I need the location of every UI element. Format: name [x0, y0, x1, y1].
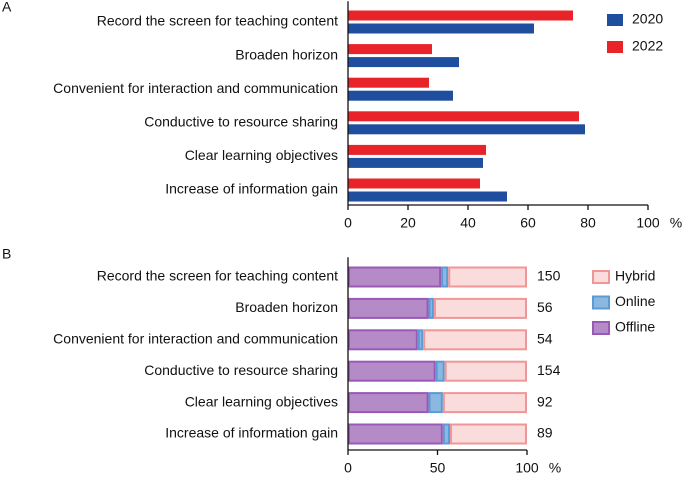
- bar-segment: [417, 329, 424, 351]
- category-label: Convenient for interaction and communica…: [53, 80, 338, 96]
- legend-label: 2022: [632, 38, 663, 54]
- category-label: Record the screen for teaching content: [97, 13, 338, 29]
- bar: [348, 144, 486, 155]
- bar: [348, 44, 432, 55]
- bar-segment: [433, 297, 528, 319]
- x-axis-label: %: [670, 215, 682, 231]
- legend-swatch: [592, 270, 610, 284]
- bar-segment: [348, 266, 442, 288]
- category-label: Increase of information gain: [165, 181, 338, 197]
- total-label: 92: [537, 393, 553, 409]
- legend-swatch: [607, 14, 623, 26]
- bar-segment: [448, 266, 527, 288]
- bar-segment: [442, 392, 527, 414]
- legend-label: Hybrid: [615, 268, 655, 284]
- bar-segment: [444, 360, 527, 382]
- bar: [348, 191, 507, 202]
- legend-label: 2020: [632, 11, 663, 27]
- bar: [348, 77, 429, 88]
- x-tick-label: 80: [580, 215, 596, 231]
- category-label: Broaden horizon: [235, 46, 338, 62]
- bar-segment: [428, 392, 443, 414]
- legend-label: Offline: [615, 319, 655, 335]
- bar: [348, 90, 453, 101]
- total-label: 150: [537, 268, 561, 284]
- bar-segment: [435, 360, 445, 382]
- legend-swatch: [592, 321, 610, 335]
- category-label: Conductive to resource sharing: [144, 114, 338, 130]
- x-tick-label: 100: [636, 215, 660, 231]
- total-label: 54: [537, 331, 553, 347]
- x-tick-label: 20: [400, 215, 416, 231]
- bar-segment: [423, 329, 527, 351]
- category-label: Clear learning objectives: [185, 147, 338, 163]
- bar: [348, 57, 459, 68]
- x-tick-label: 50: [430, 460, 446, 476]
- total-label: 154: [537, 362, 561, 378]
- legend-label: Online: [615, 293, 656, 309]
- bar: [348, 111, 579, 122]
- bar-segment: [348, 392, 429, 414]
- category-label: Broaden horizon: [235, 299, 338, 315]
- x-tick-label: 40: [460, 215, 476, 231]
- category-label: Clear learning objectives: [185, 393, 338, 409]
- x-tick-label: 100: [515, 460, 539, 476]
- category-label: Conductive to resource sharing: [144, 362, 338, 378]
- bar: [348, 124, 585, 135]
- bar-segment: [441, 266, 449, 288]
- bar: [348, 157, 483, 168]
- x-tick-label: 0: [344, 215, 352, 231]
- category-label: Convenient for interaction and communica…: [53, 331, 338, 347]
- total-label: 56: [537, 299, 553, 315]
- bar-segment: [428, 297, 434, 319]
- bar: [348, 23, 534, 34]
- bar-segment: [348, 423, 443, 445]
- x-tick-label: 60: [520, 215, 536, 231]
- x-tick-label: 0: [344, 460, 352, 476]
- x-axis-label: %: [549, 460, 561, 476]
- bar-segment: [450, 423, 527, 445]
- bar: [348, 178, 480, 189]
- panel-label: A: [2, 0, 12, 15]
- legend-swatch: [592, 295, 610, 310]
- bar-segment: [442, 423, 451, 445]
- panel-label: B: [2, 246, 11, 262]
- bar-segment: [348, 360, 436, 382]
- bar: [348, 10, 573, 21]
- total-label: 89: [537, 425, 553, 441]
- category-label: Record the screen for teaching content: [97, 268, 338, 284]
- bar-segment: [348, 329, 418, 351]
- category-label: Increase of information gain: [165, 425, 338, 441]
- legend-swatch: [607, 41, 623, 53]
- bar-segment: [348, 297, 429, 319]
